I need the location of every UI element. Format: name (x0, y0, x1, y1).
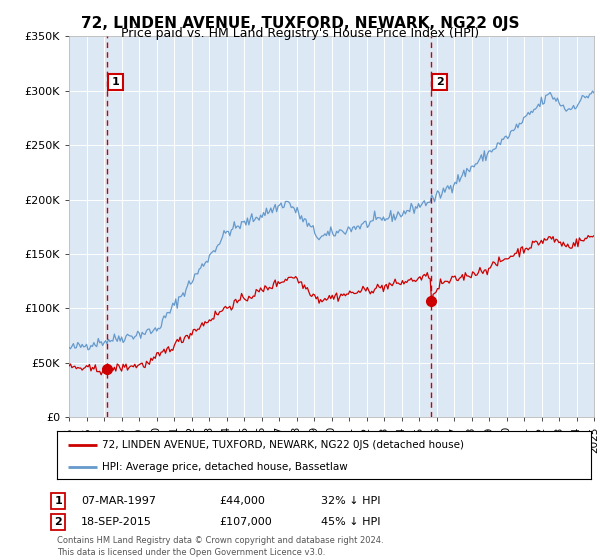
Text: £107,000: £107,000 (219, 517, 272, 527)
Text: 2: 2 (55, 517, 62, 527)
Text: HPI: Average price, detached house, Bassetlaw: HPI: Average price, detached house, Bass… (103, 462, 348, 472)
Text: 18-SEP-2015: 18-SEP-2015 (81, 517, 152, 527)
Text: 72, LINDEN AVENUE, TUXFORD, NEWARK, NG22 0JS: 72, LINDEN AVENUE, TUXFORD, NEWARK, NG22… (81, 16, 519, 31)
Text: 07-MAR-1997: 07-MAR-1997 (81, 496, 156, 506)
Text: 2: 2 (436, 77, 443, 87)
Text: 1: 1 (112, 77, 119, 87)
Text: Contains HM Land Registry data © Crown copyright and database right 2024.
This d: Contains HM Land Registry data © Crown c… (57, 536, 383, 557)
Text: £44,000: £44,000 (219, 496, 265, 506)
Text: 45% ↓ HPI: 45% ↓ HPI (321, 517, 380, 527)
Text: Price paid vs. HM Land Registry's House Price Index (HPI): Price paid vs. HM Land Registry's House … (121, 27, 479, 40)
Text: 72, LINDEN AVENUE, TUXFORD, NEWARK, NG22 0JS (detached house): 72, LINDEN AVENUE, TUXFORD, NEWARK, NG22… (103, 441, 464, 450)
Text: 32% ↓ HPI: 32% ↓ HPI (321, 496, 380, 506)
Text: 1: 1 (55, 496, 62, 506)
